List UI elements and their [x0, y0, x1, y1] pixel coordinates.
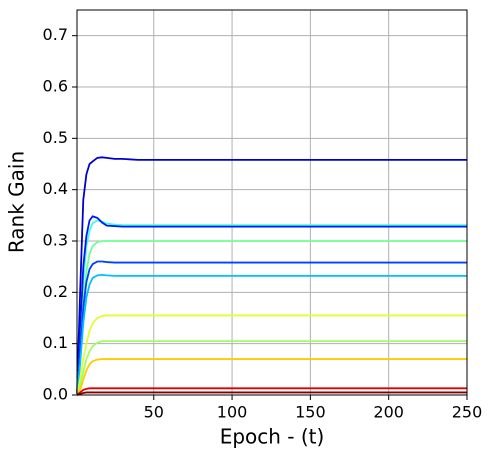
y-axis-label: Rank Gain [5, 151, 29, 253]
x-tick-label: 250 [452, 403, 483, 422]
series-line [76, 273, 467, 396]
series-line [76, 240, 467, 396]
series-line [76, 387, 467, 396]
x-tick-label: 50 [144, 403, 164, 422]
series-line [76, 314, 467, 396]
y-tick-label: 0.7 [43, 25, 68, 44]
y-tick-label: 0.1 [43, 333, 68, 352]
y-tick-label: 0.5 [43, 128, 68, 147]
y-tick-label: 0.4 [43, 179, 68, 198]
series-line [76, 358, 467, 396]
y-tick-label: 0.2 [43, 282, 68, 301]
x-tick-label: 100 [217, 403, 248, 422]
plot-frame [76, 9, 468, 396]
y-tick-label: 0.6 [43, 77, 68, 96]
x-tick-label: 200 [373, 403, 404, 422]
series-line [76, 156, 467, 396]
series-line [76, 219, 467, 396]
series-line [76, 260, 467, 396]
series-line [76, 340, 467, 396]
series-line [76, 215, 467, 396]
y-tick-label: 0.3 [43, 231, 68, 250]
y-tick-label: 0.0 [43, 385, 68, 404]
series-line [76, 391, 467, 396]
x-tick-label: 150 [295, 403, 326, 422]
x-axis-label: Epoch - (t) [220, 425, 325, 449]
